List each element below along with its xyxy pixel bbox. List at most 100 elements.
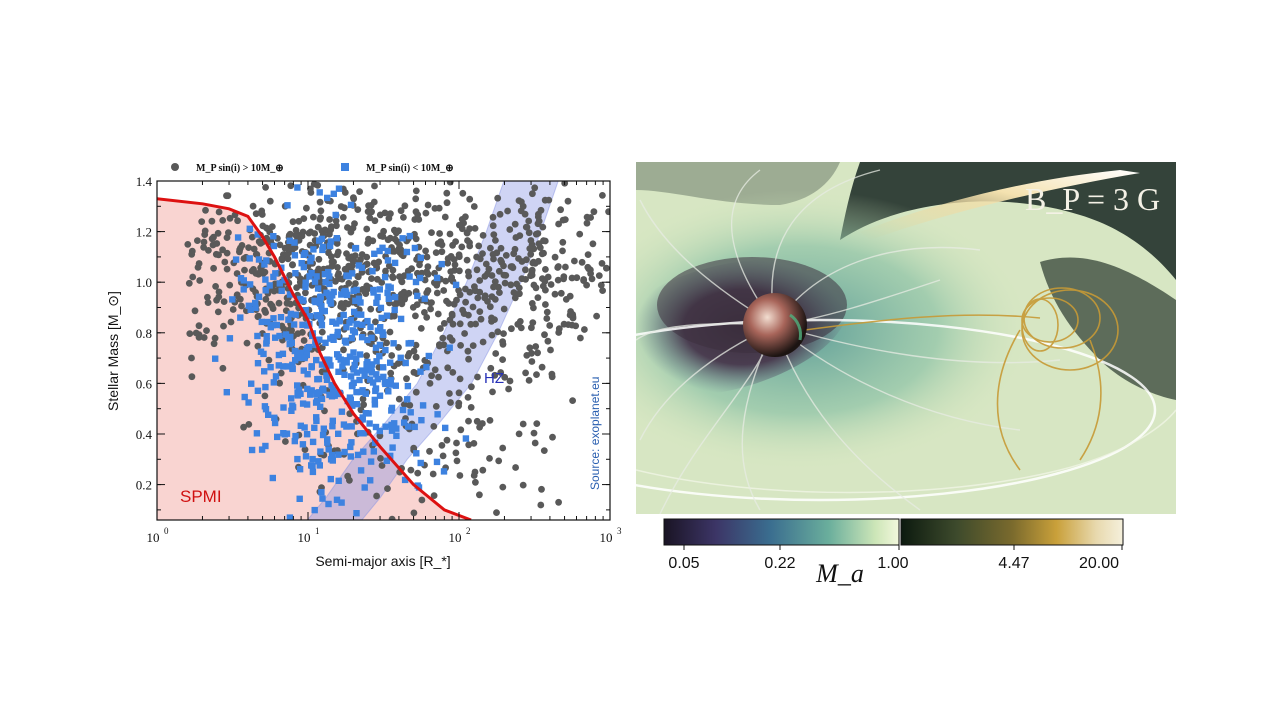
point-high-mass [215, 208, 223, 216]
point-high-mass [542, 301, 549, 308]
point-low-mass [301, 354, 308, 362]
point-high-mass [447, 268, 455, 275]
point-high-mass [522, 266, 529, 274]
point-low-mass [343, 324, 350, 331]
point-low-mass [237, 314, 244, 321]
point-low-mass [307, 391, 314, 398]
point-high-mass [214, 229, 222, 237]
colorbar-tick-label: 20.00 [1079, 555, 1119, 572]
x-tick-exponent: 0 [164, 526, 169, 536]
point-high-mass [492, 237, 499, 244]
point-low-mass [322, 278, 329, 286]
point-low-mass [333, 496, 341, 503]
point-high-mass [513, 280, 521, 288]
y-tick-label: 1.2 [136, 225, 152, 240]
point-high-mass [464, 268, 472, 276]
point-high-mass [349, 257, 357, 265]
point-low-mass [362, 390, 369, 397]
x-tick-exponent: 3 [617, 526, 622, 536]
point-low-mass [263, 257, 270, 264]
point-high-mass [412, 353, 420, 361]
point-high-mass [326, 216, 333, 223]
point-high-mass [465, 417, 472, 425]
point-low-mass [327, 362, 334, 369]
point-high-mass [486, 455, 493, 462]
point-high-mass [473, 417, 481, 425]
point-low-mass [367, 323, 374, 331]
point-low-mass [294, 184, 301, 191]
point-high-mass [589, 240, 597, 248]
point-low-mass [265, 411, 272, 418]
point-high-mass [539, 223, 547, 231]
point-low-mass [248, 446, 256, 454]
point-low-mass [314, 285, 322, 292]
point-low-mass [275, 362, 282, 369]
point-low-mass [255, 256, 263, 263]
point-high-mass [532, 343, 540, 350]
point-high-mass [334, 251, 341, 259]
point-low-mass [377, 304, 385, 312]
point-low-mass [291, 239, 298, 246]
point-low-mass [421, 295, 428, 302]
point-low-mass [308, 462, 315, 469]
point-low-mass [263, 333, 270, 340]
point-high-mass [248, 233, 256, 241]
point-high-mass [463, 256, 471, 264]
point-high-mass [450, 256, 458, 263]
point-low-mass [311, 278, 319, 285]
point-high-mass [219, 364, 227, 372]
point-high-mass [518, 275, 526, 283]
point-high-mass [577, 334, 584, 342]
point-low-mass [359, 387, 366, 394]
point-high-mass [300, 337, 308, 344]
point-low-mass [276, 332, 283, 340]
point-low-mass [312, 399, 320, 406]
point-high-mass [493, 249, 501, 257]
point-high-mass [245, 244, 253, 252]
point-high-mass [431, 366, 439, 374]
point-high-mass [605, 208, 610, 216]
point-low-mass [369, 379, 377, 386]
point-high-mass [504, 207, 511, 215]
point-low-mass [404, 382, 412, 390]
point-high-mass [349, 224, 357, 232]
point-high-mass [255, 238, 263, 246]
point-high-mass [334, 264, 341, 271]
point-high-mass [210, 264, 218, 272]
point-low-mass [361, 372, 368, 379]
point-high-mass [486, 417, 494, 424]
point-high-mass [564, 321, 572, 328]
point-high-mass [500, 305, 508, 313]
point-low-mass [308, 269, 315, 277]
point-high-mass [449, 369, 457, 376]
point-low-mass [286, 291, 294, 298]
point-low-mass [333, 320, 340, 327]
point-high-mass [254, 342, 262, 350]
point-low-mass [364, 336, 371, 344]
point-high-mass [466, 225, 473, 233]
point-high-mass [287, 182, 295, 190]
point-low-mass [288, 395, 295, 402]
point-low-mass [382, 346, 389, 354]
point-low-mass [308, 254, 315, 261]
point-high-mass [316, 216, 324, 223]
point-low-mass [350, 287, 357, 295]
simulation-image: B_P = 3 G [636, 162, 1176, 514]
point-low-mass [306, 313, 314, 320]
point-high-mass [516, 232, 524, 240]
point-high-mass [495, 267, 503, 275]
point-high-mass [500, 330, 507, 337]
point-high-mass [562, 296, 570, 303]
point-low-mass [419, 402, 427, 409]
point-high-mass [559, 238, 567, 246]
point-high-mass [531, 259, 539, 267]
point-high-mass [455, 402, 462, 410]
point-high-mass [341, 204, 348, 212]
point-high-mass [430, 492, 438, 499]
point-high-mass [534, 294, 542, 301]
point-high-mass [456, 267, 463, 275]
point-low-mass [299, 441, 307, 448]
point-low-mass [311, 424, 318, 431]
point-high-mass [371, 182, 378, 190]
point-high-mass [236, 248, 243, 256]
